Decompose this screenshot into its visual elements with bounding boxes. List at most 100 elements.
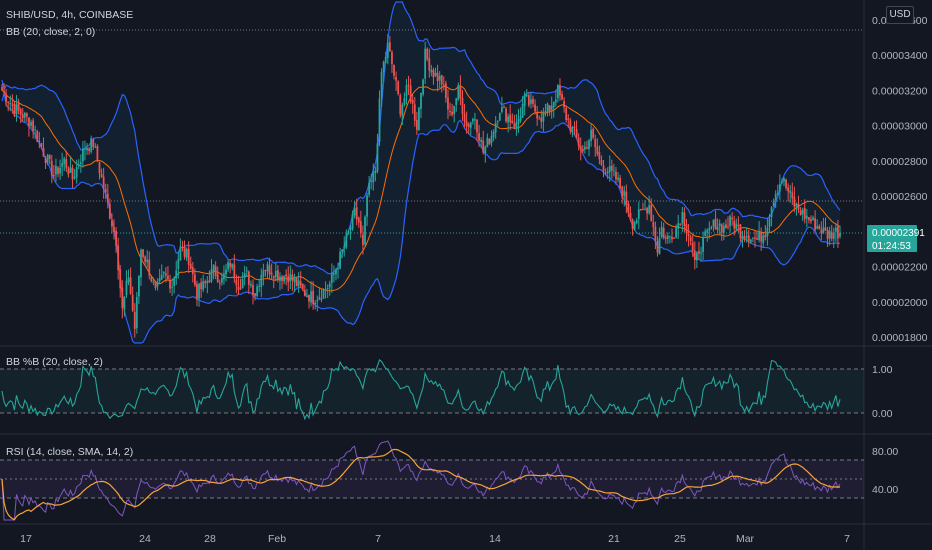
- candle-body: [113, 227, 115, 233]
- candle-body: [799, 210, 802, 216]
- candle-body: [613, 170, 615, 172]
- currency-button[interactable]: USD: [886, 6, 914, 24]
- candle-body: [461, 97, 464, 114]
- candle-body: [507, 116, 510, 123]
- candle-body: [449, 110, 451, 113]
- candle-body: [805, 215, 808, 219]
- rsi-line: [1, 440, 841, 521]
- candle-body: [258, 285, 261, 287]
- candle-body: [362, 234, 364, 245]
- candle-body: [797, 203, 800, 210]
- price-axis[interactable]: 0.000036000.000034000.000032000.00003000…: [20, 15, 927, 545]
- candle-body: [335, 269, 337, 275]
- candle-body: [30, 122, 32, 126]
- candle-body: [496, 121, 499, 123]
- candle-body: [384, 56, 387, 63]
- time-axis-label: 14: [489, 533, 501, 545]
- candle-body: [525, 95, 528, 97]
- candle-body: [727, 226, 729, 228]
- candle-body: [65, 159, 68, 169]
- candle-body: [623, 190, 626, 196]
- candle-body: [803, 208, 806, 219]
- candle-body: [754, 237, 756, 239]
- candle-body: [5, 94, 8, 102]
- candle-body: [561, 94, 563, 100]
- candle-body: [326, 288, 329, 290]
- candle-body: [476, 119, 478, 133]
- candle-body: [75, 167, 78, 178]
- candle-body: [729, 216, 731, 227]
- candle-body: [785, 179, 787, 188]
- candle-body: [418, 107, 420, 130]
- candle-body: [243, 272, 246, 278]
- bb-percent-panel[interactable]: [0, 359, 864, 421]
- candle-body: [615, 171, 617, 180]
- candle-body: [241, 279, 244, 288]
- candle-body: [347, 231, 350, 235]
- candle-body: [84, 148, 86, 150]
- candle-body: [795, 203, 798, 206]
- candle-body: [299, 281, 302, 286]
- candle-body: [787, 187, 790, 192]
- candle-body: [812, 217, 814, 220]
- candle-body: [465, 121, 468, 126]
- candle-body: [287, 276, 290, 283]
- candle-body: [662, 227, 665, 238]
- candle-body: [42, 147, 45, 157]
- candle-body: [15, 104, 18, 115]
- candle-body: [237, 286, 240, 291]
- candle-body: [621, 186, 624, 198]
- price-panel[interactable]: [0, 1, 864, 344]
- time-axis-label: 28: [204, 533, 216, 545]
- candle-body: [519, 116, 522, 121]
- candle-body: [52, 175, 55, 177]
- candle-body: [422, 79, 424, 95]
- candle-body: [316, 300, 319, 302]
- candle-body: [573, 126, 576, 128]
- price-axis-label: 0.00003000: [872, 121, 928, 133]
- candle-body: [318, 297, 321, 300]
- candle-body: [378, 98, 381, 142]
- candle-body: [532, 98, 534, 104]
- candle-body: [459, 85, 462, 99]
- candle-body: [250, 284, 252, 286]
- candle-body: [689, 236, 692, 242]
- candle-body: [380, 72, 383, 99]
- candle-body: [774, 194, 777, 201]
- candle-body: [722, 225, 725, 233]
- candle-body: [140, 249, 142, 278]
- candle-body: [337, 268, 339, 270]
- candle-body: [762, 235, 765, 244]
- candle-body: [393, 64, 395, 76]
- candle-body: [673, 237, 675, 239]
- candle-body: [432, 69, 435, 78]
- candle-body: [671, 236, 673, 240]
- price-axis-label: 0.00001800: [872, 332, 928, 344]
- candle-body: [764, 234, 767, 238]
- price-axis-label: 0.00003200: [872, 85, 928, 97]
- candle-body: [463, 113, 466, 122]
- candle-body: [778, 184, 781, 192]
- candle-body: [395, 77, 398, 81]
- candle-body: [731, 217, 734, 220]
- bbp-axis-label: 0.00: [872, 408, 893, 420]
- candle-body: [536, 113, 539, 119]
- candle-body: [693, 250, 696, 261]
- candle-body: [268, 265, 271, 275]
- candle-body: [36, 131, 39, 142]
- candle-body: [683, 212, 686, 226]
- candle-body: [291, 274, 294, 281]
- candle-body: [557, 84, 559, 99]
- candle-body: [102, 176, 105, 189]
- candle-body: [63, 158, 66, 164]
- candle-body: [175, 270, 178, 279]
- candle-body: [708, 228, 711, 231]
- rsi-ma-line: [1, 448, 841, 521]
- rsi-panel[interactable]: [0, 440, 864, 521]
- candle-body: [96, 146, 99, 162]
- symbol-legend: SHIB/USD, 4h, COINBASE: [6, 9, 133, 21]
- candle-body: [106, 193, 109, 203]
- candle-body: [741, 235, 744, 240]
- candle-body: [67, 168, 70, 175]
